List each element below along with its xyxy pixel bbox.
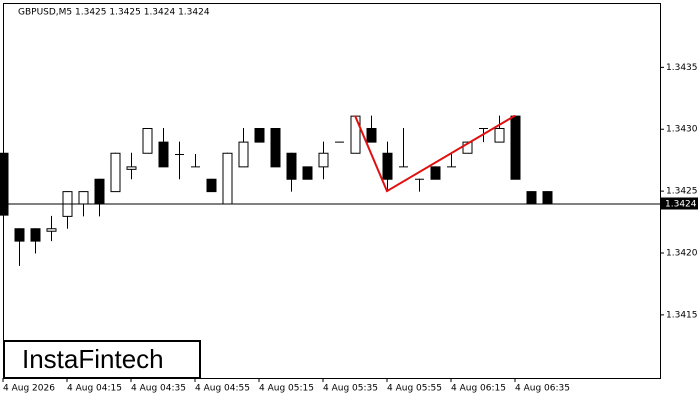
candle-body xyxy=(78,191,89,205)
x-tick-label: 4 Aug 04:15 xyxy=(67,384,122,394)
x-tick-label: 4 Aug 04:35 xyxy=(131,384,186,394)
y-tick-label: 1.3425 xyxy=(666,187,698,197)
candle-body xyxy=(110,152,121,193)
candle-body xyxy=(126,166,137,170)
candle-body xyxy=(158,141,169,168)
candle-body xyxy=(286,152,297,180)
candle-body xyxy=(270,128,281,168)
candle-body xyxy=(366,128,377,143)
y-tick-label: 1.3420 xyxy=(666,249,698,259)
y-tick-label: 1.3435 xyxy=(666,63,698,73)
x-tick-label: 4 Aug 05:55 xyxy=(387,384,442,394)
last-price-label: 1.3424 xyxy=(665,199,697,209)
candle-body xyxy=(462,141,473,154)
x-tick-label: 4 Aug 06:15 xyxy=(451,384,506,394)
candle-body xyxy=(318,152,329,168)
x-tick-label: 4 Aug 2026 xyxy=(3,384,55,394)
candle-body xyxy=(302,166,313,180)
x-tick-label: 4 Aug 06:35 xyxy=(515,384,570,394)
watermark: InstaFintech xyxy=(22,344,164,374)
candle-body xyxy=(30,228,41,242)
candle-body xyxy=(238,141,249,168)
candle-body xyxy=(254,128,265,143)
candle-body xyxy=(46,228,57,232)
y-tick-label: 1.3415 xyxy=(666,310,698,320)
chart-title: GBPUSD,M5 1.3425 1.3425 1.3424 1.3424 xyxy=(18,8,210,18)
watermark-box xyxy=(3,340,201,379)
candle-body xyxy=(494,128,505,143)
x-tick-label: 4 Aug 04:55 xyxy=(195,384,250,394)
candle-body xyxy=(94,178,105,205)
x-tick-label: 4 Aug 05:35 xyxy=(323,384,378,394)
candle-body xyxy=(542,191,553,205)
last-price-box xyxy=(660,197,698,210)
candle-body xyxy=(0,152,9,216)
candle-body xyxy=(142,128,153,154)
candle-body xyxy=(510,115,521,180)
y-tick-label: 1.3430 xyxy=(666,125,698,135)
candle-body xyxy=(14,228,25,242)
candle-body xyxy=(382,152,393,180)
x-tick-label: 4 Aug 05:15 xyxy=(259,384,314,394)
candle-body xyxy=(430,166,441,180)
candle-body xyxy=(526,191,537,205)
candle-body xyxy=(222,152,233,205)
pattern-line xyxy=(354,114,516,193)
candle-body xyxy=(206,178,217,193)
